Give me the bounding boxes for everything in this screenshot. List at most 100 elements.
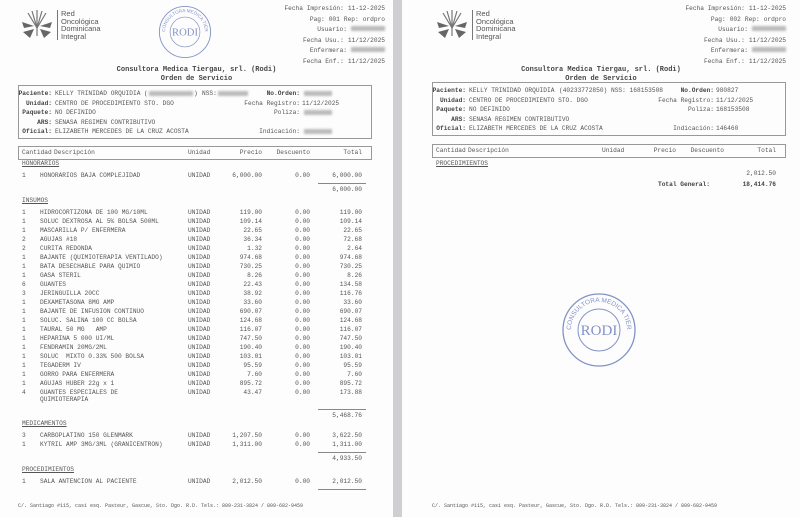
nss-value: 168153508 [629,87,663,94]
paren: ( [144,90,148,97]
header-value-fecha-enf: 11/12/2025 [748,57,786,65]
redacted-field [149,91,193,96]
info-label: Oficial: [436,125,466,132]
logo: Red Oncológica Dominicana Integral [435,10,516,40]
col-descripcion: Descripción [468,147,509,154]
info-value-no_orden: 980827 [716,87,739,94]
item-description: GUANTES ESPECIALES DE QUIMIOTERAPIA [40,389,118,403]
item-qty: 1 [22,299,26,306]
item-total: 7.60 [347,371,362,378]
item-price: 116.07 [239,326,262,333]
item-description: BATA DESECHABLE PARA QUIMIO [40,263,141,270]
header-row: Usuario: [718,26,786,33]
paren: ) [194,90,198,97]
item-total: 190.40 [339,344,362,351]
item-discount: 0.00 [295,290,310,297]
logo: Red Oncológica Dominicana Integral [20,10,101,40]
item-total: 103.01 [339,353,362,360]
item-unit: UNIDAD [188,371,211,378]
info-label: No.Orden: [266,90,300,97]
item-price: 2,012.50 [232,478,262,485]
order-title: Orden de Servicio [565,75,637,83]
section-heading: INSUMOS [22,197,48,204]
item-unit: UNIDAD [188,432,211,439]
header-value-fecha-impresion: 11-12-2025 [748,5,786,12]
info-value-paciente: KELLY TRINIDAD ORQUIDIA [469,87,555,94]
item-total: 974.68 [339,254,362,261]
header-row: Fecha Impresión: 11-12-2025 [284,5,385,12]
info-value-unidad: CENTRO DE PROCEDIMIENTO STO. DGO [55,99,174,107]
item-discount: 0.00 [295,172,310,179]
item-description: JERINGUILLA 20CC [40,290,100,297]
item-total: 116.76 [339,290,362,297]
item-price: 7.60 [247,371,262,378]
header-label: Enfermera: [309,47,347,54]
item-unit: UNIDAD [188,263,211,270]
item-qty: 1 [22,353,26,360]
header-value-rep: ordpro [362,15,385,23]
header-label: Fecha Enf.: [303,57,344,65]
info-value-fecha_registro: 11/12/2025 [716,96,754,104]
item-qty: 1 [22,371,26,378]
item-price: 119.00 [239,209,262,216]
item-description: DEXAMETASONA 8MG AMP [40,299,115,306]
col-unidad: Unidad [602,147,625,154]
section-heading: MEDICAMENTOS [22,420,67,427]
item-price: 690.07 [239,308,262,315]
item-description: KYTRIL AMP 3MG/3ML (GRANICENTRON) [40,441,163,448]
info-label: Paciente: [432,87,466,94]
header-row: Fecha Usu.: 11/12/2025 [303,37,385,44]
col-total: Total [343,149,362,156]
footer-address: C/. Santiago #115, casi esq. Pasteur, Ga… [18,503,304,509]
item-price: 33.60 [243,299,262,306]
header-row: Fecha Enf.: 11/12/2025 [303,58,385,65]
header-row: Enfermera: [711,47,786,54]
item-description: CURITA REDONDA [40,245,92,252]
info-value-unidad: CENTRO DE PROCEDIMIENTO STO. DGO [469,96,588,104]
item-discount: 0.00 [295,272,310,279]
item-unit: UNIDAD [188,308,211,315]
nss-label: NSS: [202,90,217,97]
item-unit: UNIDAD [188,272,211,279]
item-qty: 3 [22,432,26,439]
item-price: 8.26 [247,272,262,279]
item-unit: UNIDAD [188,441,211,448]
total-general-label: Total General: [658,181,710,188]
item-qty: 1 [22,263,26,270]
item-total: 895.72 [339,380,362,387]
logo-text: Red Oncológica Dominicana Integral [57,10,101,40]
col-cantidad: Cantidad [22,149,52,156]
item-discount: 0.00 [295,308,310,315]
item-total: 1,311.00 [332,441,362,448]
item-price: 895.72 [239,380,262,387]
item-discount: 0.00 [295,478,310,485]
table-header [18,146,372,160]
item-total: 119.00 [339,209,362,216]
section-subtotal: 6,000.00 [332,186,362,193]
company-name: Consultora Medica Tiergau, srl. (Rodi) [521,66,681,74]
item-qty: 1 [22,344,26,351]
item-qty: 1 [22,478,26,485]
item-price: 36.34 [243,236,262,243]
item-discount: 0.00 [295,209,310,216]
info-label: Indicación: [259,128,300,135]
info-value-paciente: KELLY TRINIDAD ORQUIDIA [55,90,141,97]
item-unit: UNIDAD [188,317,211,324]
item-unit: UNIDAD [188,389,211,396]
col-precio: Precio [239,149,262,156]
item-description: SOLUC. SALINA 100 CC BOLSA [40,317,137,324]
info-label: Paquete: [22,109,52,116]
patient-id: (40233772850) [559,87,608,94]
header-label: Fecha Impresión: [284,5,344,12]
section-subtotal: 5,468.76 [332,412,362,419]
item-description: SOLUC DEXTROSA AL 5% BOLSA 500ML [40,218,159,225]
item-price: 43.47 [243,389,262,396]
item-description: GUANTES [40,281,66,288]
item-total: 116.07 [339,326,362,333]
info-value-fecha_registro: 11/12/2025 [302,99,340,107]
total-general-value: 18,414.76 [742,181,776,188]
item-discount: 0.00 [295,254,310,261]
item-price: 124.68 [239,317,262,324]
header-row: Fecha Usu.: 11/12/2025 [704,37,786,44]
header-value-pag: 001 [328,15,340,23]
